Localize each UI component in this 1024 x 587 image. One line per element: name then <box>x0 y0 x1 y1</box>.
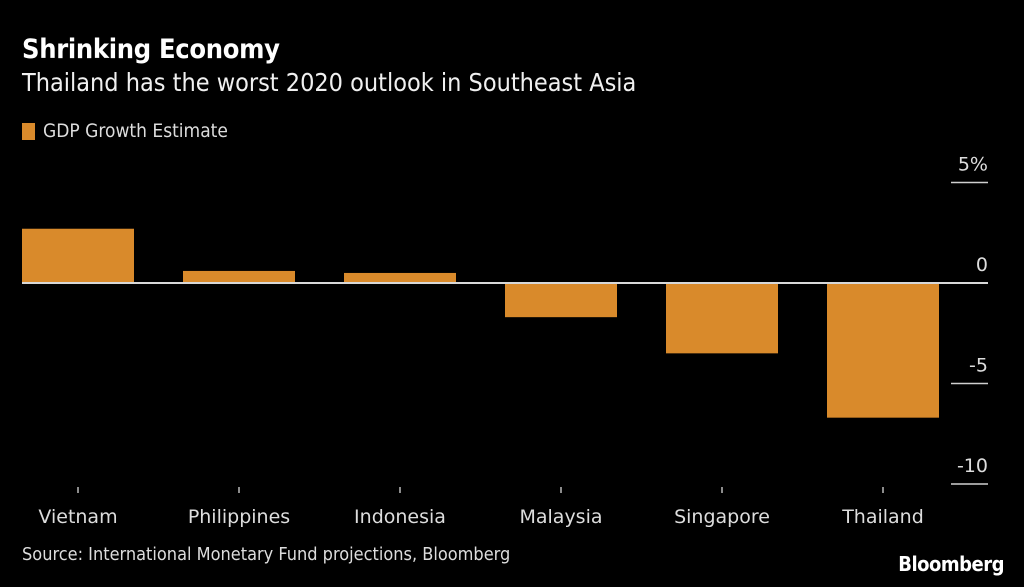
source-note: Source: International Monetary Fund proj… <box>22 544 511 565</box>
legend: GDP Growth Estimate <box>22 120 228 142</box>
x-tick-label: Singapore <box>674 506 770 528</box>
bar-indonesia <box>344 272 456 283</box>
x-tick-label: Philippines <box>188 506 290 528</box>
bar-thailand <box>827 283 939 418</box>
y-tick-label: 0 <box>976 254 988 276</box>
x-tick-label: Malaysia <box>519 506 602 528</box>
x-tick-label: Indonesia <box>354 506 446 528</box>
bar-malaysia <box>505 283 617 318</box>
y-tick-label: -10 <box>957 455 988 477</box>
y-tick-label: -5 <box>969 355 988 377</box>
bloomberg-logo: Bloomberg <box>898 552 1004 576</box>
chart-title: Shrinking Economy <box>22 34 280 65</box>
bar-philippines <box>183 270 295 283</box>
x-tick-label: Vietnam <box>38 506 117 528</box>
x-tick-label: Thailand <box>841 506 924 528</box>
bar-singapore <box>666 283 778 354</box>
legend-swatch <box>22 122 35 140</box>
y-tick-label: 5% <box>958 154 988 176</box>
legend-label: GDP Growth Estimate <box>43 120 228 142</box>
chart-subtitle: Thailand has the worst 2020 outlook in S… <box>22 68 637 97</box>
bar-vietnam <box>22 228 134 283</box>
